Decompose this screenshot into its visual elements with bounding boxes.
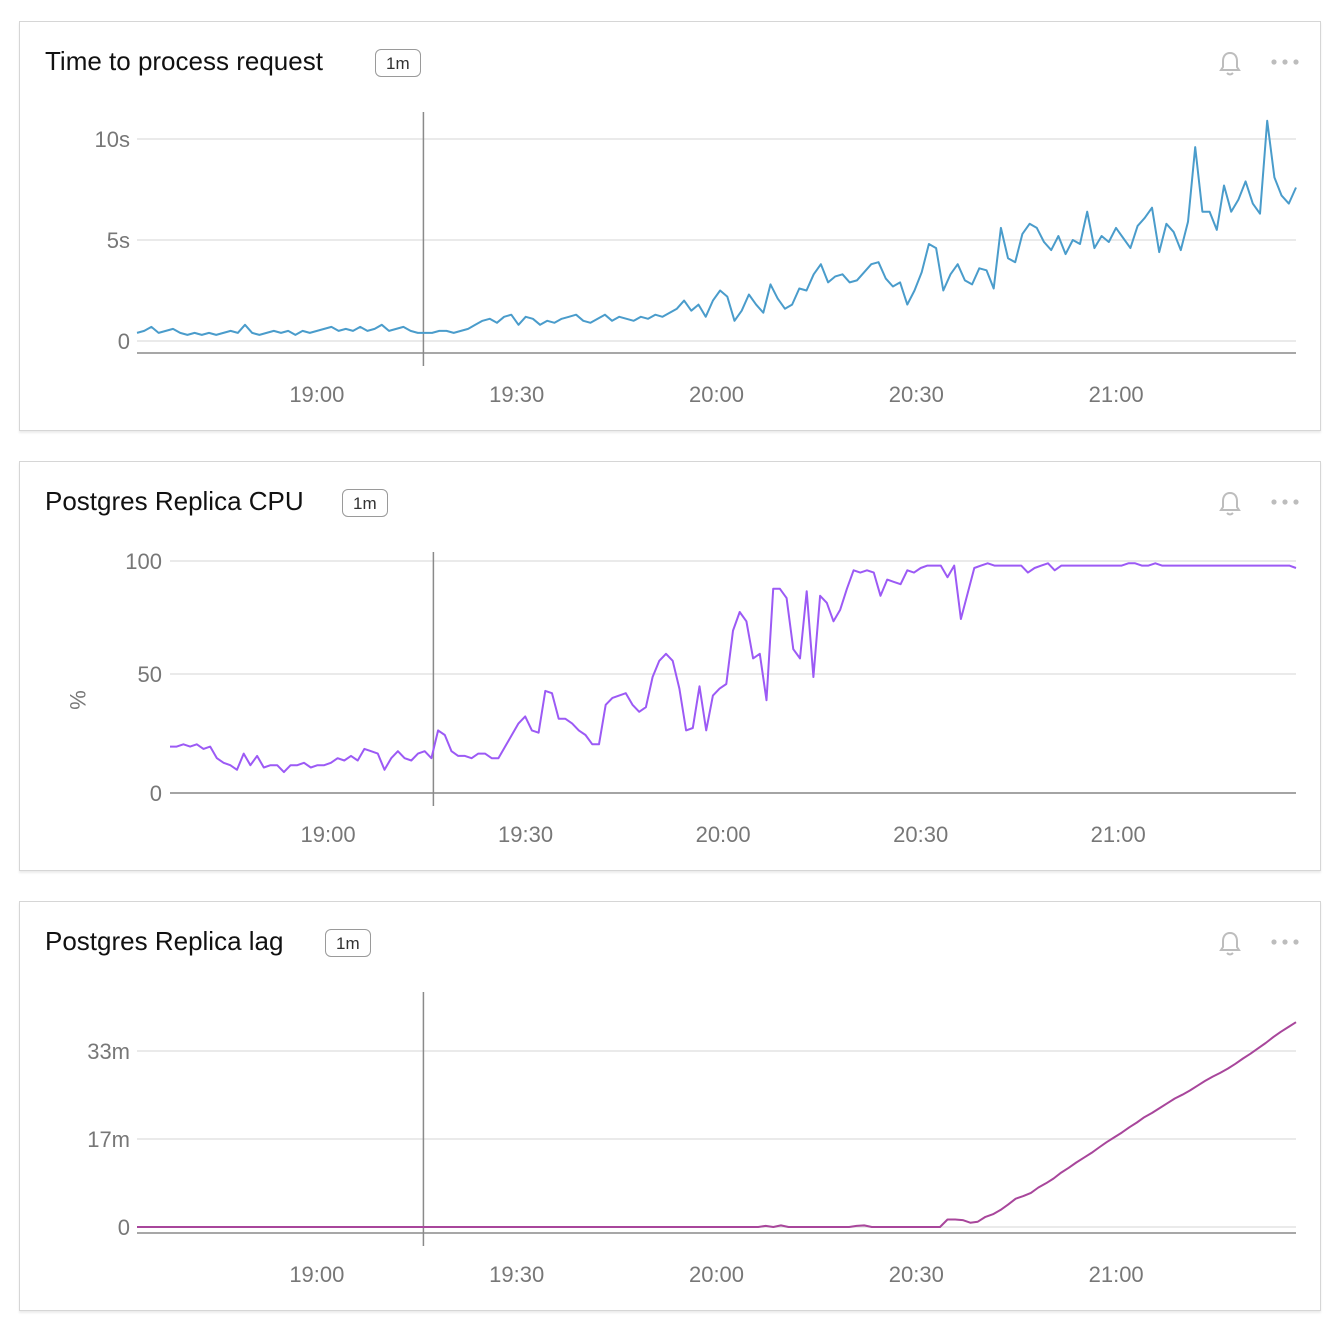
interval-badge[interactable]: 1m (342, 489, 388, 517)
y-tick-label: 17m (87, 1127, 130, 1152)
more-options-icon[interactable] (1270, 490, 1300, 514)
chart-plot: 0 50 100% 19:00 19:30 20:00 20:30 21:00 (65, 549, 1297, 847)
y-tick-label: 10s (95, 127, 130, 152)
x-tick-label: 21:00 (1089, 1262, 1144, 1287)
panel-title: Postgres Replica lag (45, 926, 284, 956)
bell-icon[interactable] (1218, 930, 1242, 958)
y-tick-label: 100 (125, 549, 162, 574)
x-tick-label: 20:00 (696, 822, 751, 847)
y-tick-label: 0 (118, 329, 130, 354)
x-tick-label: 19:00 (301, 822, 356, 847)
y-tick-label: 0 (150, 781, 162, 806)
series-line-1 (170, 562, 1297, 774)
x-tick-label: 19:00 (289, 382, 344, 407)
y-tick-label: 50 (138, 662, 162, 687)
x-tick-label: 19:30 (489, 382, 544, 407)
panel-title: Postgres Replica CPU (45, 486, 304, 516)
panel-title: Time to process request (45, 46, 323, 76)
interval-badge[interactable]: 1m (325, 929, 371, 957)
x-tick-label: 20:30 (889, 1262, 944, 1287)
x-tick-label: 20:00 (689, 1262, 744, 1287)
series-line-1 (136, 119, 1297, 336)
x-tick-label: 19:00 (289, 1262, 344, 1287)
chart-plot: 0 17m 33m 19:00 19:30 20:00 20:30 21:00 (87, 992, 1297, 1287)
bell-icon[interactable] (1218, 50, 1242, 78)
y-axis-label: % (65, 690, 90, 710)
y-tick-label: 0 (118, 1215, 130, 1240)
x-tick-label: 20:30 (889, 382, 944, 407)
x-tick-label: 21:00 (1089, 382, 1144, 407)
x-tick-label: 20:00 (689, 382, 744, 407)
x-tick-label: 19:30 (498, 822, 553, 847)
y-tick-label: 33m (87, 1039, 130, 1064)
y-tick-label: 5s (107, 228, 130, 253)
more-options-icon[interactable] (1270, 930, 1300, 954)
more-options-icon[interactable] (1270, 50, 1300, 74)
x-tick-label: 19:30 (489, 1262, 544, 1287)
chart-plot: 0 5s 10s 19:00 19:30 20:00 20:30 21:00 (95, 112, 1297, 407)
x-tick-label: 20:30 (893, 822, 948, 847)
panel-time-to-process-request: Time to process request 1m 0 5s 10s 19:00 19… (19, 21, 1321, 431)
interval-badge[interactable]: 1m (375, 49, 421, 77)
x-tick-label: 21:00 (1091, 822, 1146, 847)
series-line-1 (137, 1021, 1297, 1228)
bell-icon[interactable] (1218, 490, 1242, 518)
panel-postgres-replica-cpu: Postgres Replica CPU 1m 0 50 100% 19:00 19:3… (19, 461, 1321, 871)
panel-postgres-replica-lag: Postgres Replica lag 1m 0 17m 33m 19:00 19:3… (19, 901, 1321, 1311)
